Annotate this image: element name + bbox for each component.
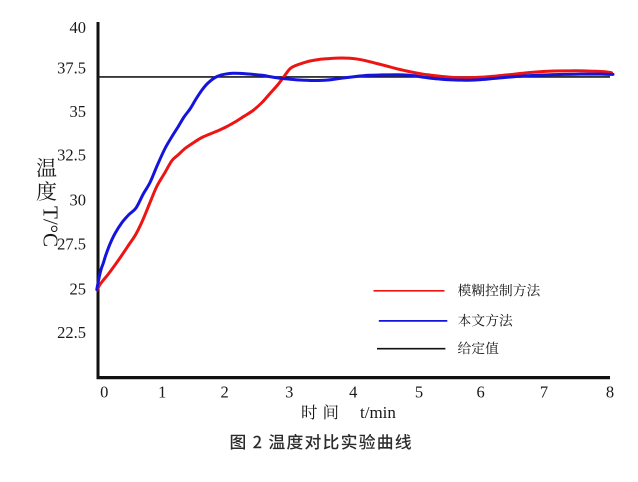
svg-text:27.5: 27.5 [57,235,86,254]
svg-text:4: 4 [349,383,357,402]
svg-text:7: 7 [540,383,548,402]
svg-text:1: 1 [158,383,166,402]
svg-text:22.5: 22.5 [57,323,86,342]
svg-text:32.5: 32.5 [57,146,86,165]
svg-text:2: 2 [220,383,228,402]
svg-text:30: 30 [70,191,87,210]
svg-text:8: 8 [606,383,614,402]
svg-text:37.5: 37.5 [57,59,86,78]
svg-text:5: 5 [415,383,423,402]
svg-text:6: 6 [476,383,484,402]
svg-text:t/min: t/min [360,403,396,422]
svg-text:40: 40 [70,18,87,37]
svg-text:0: 0 [100,383,108,402]
svg-text:T/°C: T/°C [39,206,63,247]
svg-text:3: 3 [285,383,293,402]
svg-text:25: 25 [70,280,87,299]
svg-text:35: 35 [70,102,87,121]
